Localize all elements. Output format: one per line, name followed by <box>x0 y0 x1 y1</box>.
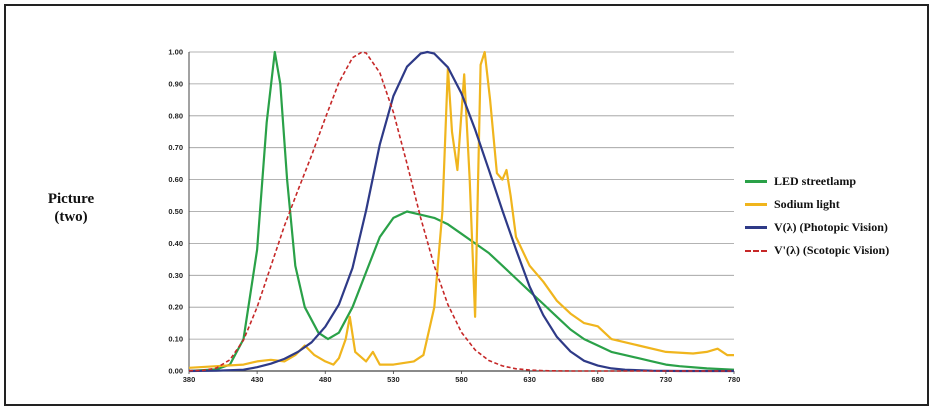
caption-line-1: Picture <box>47 191 95 207</box>
x-tick-label: 580 <box>455 375 468 384</box>
y-tick-label: 0.50 <box>168 207 183 216</box>
legend-swatch <box>745 226 767 229</box>
y-tick-label: 0.70 <box>168 143 183 152</box>
legend-label: Sodium light <box>774 197 840 211</box>
series-line <box>188 50 735 373</box>
caption-line-2: (two) <box>54 209 88 225</box>
x-tick-label: 730 <box>660 375 673 384</box>
legend-item: Sodium light <box>745 193 930 216</box>
y-tick-label: 0.10 <box>168 335 183 344</box>
y-tick-label: 0.60 <box>168 175 183 184</box>
y-tick-label: 0.20 <box>168 303 183 312</box>
legend-swatch <box>745 203 767 206</box>
picture-caption: Picture (two) <box>36 190 106 226</box>
legend-label: LED streetlamp <box>774 174 857 188</box>
x-tick-label: 680 <box>591 375 604 384</box>
x-tick-label: 780 <box>728 375 741 384</box>
y-tick-label: 0.40 <box>168 239 183 248</box>
x-tick-label: 480 <box>319 375 332 384</box>
legend-swatch <box>745 180 767 183</box>
y-tick-label: 0.30 <box>168 271 183 280</box>
x-tick-label: 630 <box>523 375 536 384</box>
series-line <box>188 50 734 369</box>
y-tick-label: 0.80 <box>168 111 183 120</box>
legend-swatch <box>745 249 767 252</box>
x-tick-label: 380 <box>183 375 196 384</box>
legend-label: V(λ) (Photopic Vision) <box>774 220 888 234</box>
legend-item: V'(λ) (Scotopic Vision) <box>745 239 930 262</box>
legend-label: V'(λ) (Scotopic Vision) <box>774 243 890 257</box>
chart-legend: LED streetlamp Sodium light V(λ) (Photopic… <box>745 170 930 262</box>
series-line <box>188 51 734 372</box>
y-tick-label: 0.90 <box>168 79 183 88</box>
figure-frame <box>4 4 929 406</box>
x-tick-label: 530 <box>387 375 400 384</box>
series-line <box>188 50 734 373</box>
y-tick-label: 1.00 <box>168 48 183 57</box>
y-tick-label: 0.00 <box>168 367 183 376</box>
x-tick-label: 430 <box>251 375 264 384</box>
legend-item: LED streetlamp <box>745 170 930 193</box>
legend-item: V(λ) (Photopic Vision) <box>745 216 930 239</box>
